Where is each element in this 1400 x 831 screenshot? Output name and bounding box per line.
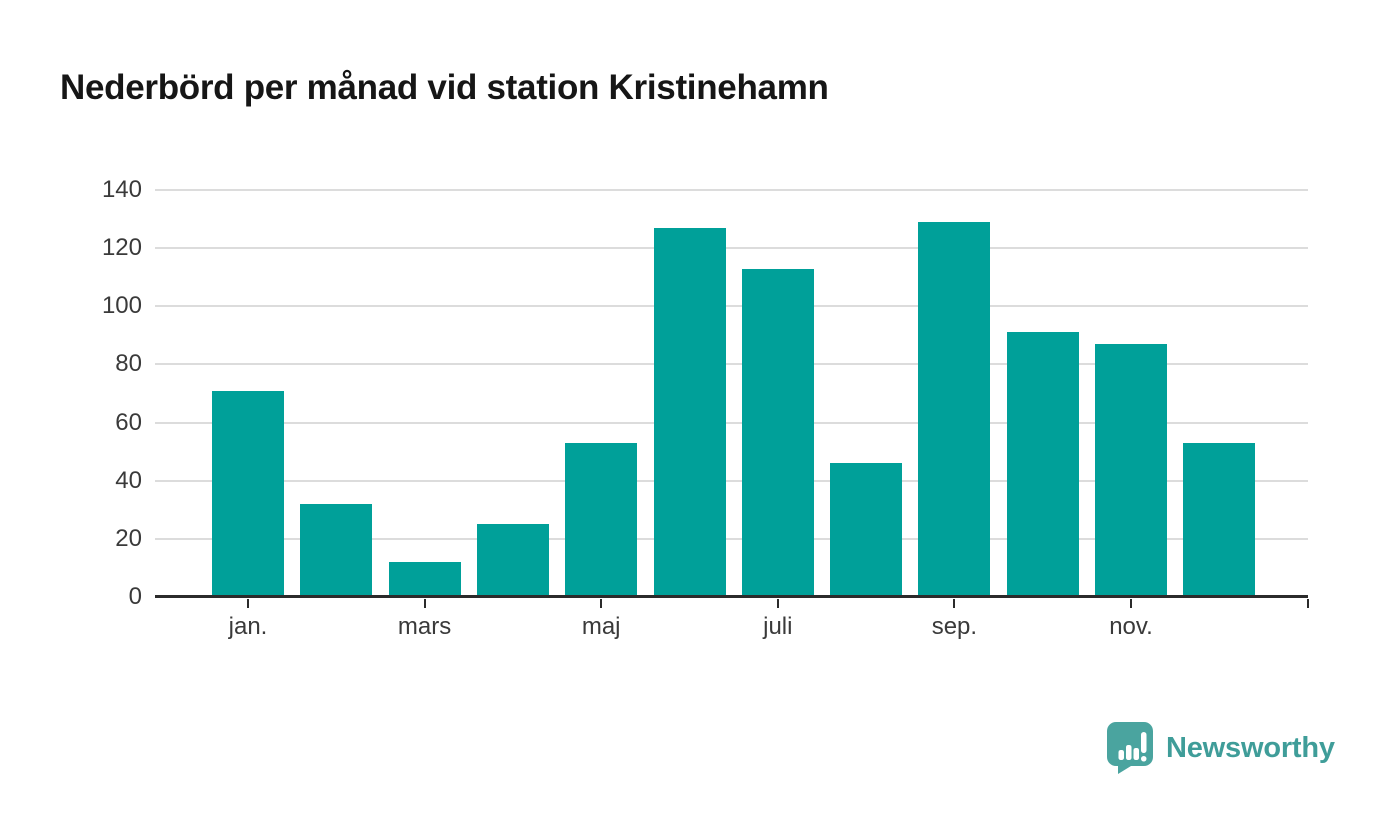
x-tick-jan [247, 599, 249, 608]
gridline-120 [155, 247, 1308, 250]
bar-month-3 [388, 562, 461, 597]
y-axis-label-100: 100 [101, 292, 142, 320]
logo-bar-small [1118, 750, 1124, 760]
gridline-140 [155, 189, 1308, 191]
x-tick-nov [1130, 599, 1132, 608]
x-tick-axis-end [1306, 599, 1309, 608]
bar-month-4 [476, 524, 549, 597]
y-axis-label-140: 140 [101, 176, 142, 203]
x-axis-label-mars: mars [397, 613, 452, 640]
bar-month-11 [1095, 344, 1167, 597]
gridline-80 [155, 363, 1308, 366]
y-axis-label-120: 120 [101, 234, 142, 262]
bar-month-5 [565, 442, 638, 597]
bar-month-7 [741, 268, 814, 597]
y-axis-label-80: 80 [115, 350, 142, 378]
logo-exclamation-bar [1141, 732, 1147, 753]
x-axis-label-sep: sep. [931, 613, 978, 640]
y-axis-label-20: 20 [115, 524, 142, 552]
x-tick-maj [600, 599, 603, 608]
bar-month-2 [300, 503, 373, 597]
x-tick-sep [953, 599, 956, 608]
x-tick-mars [423, 599, 426, 608]
bar-month-9 [918, 221, 991, 597]
bar-month-12 [1183, 442, 1256, 597]
chart-title: Nederbörd per månad vid station Kristine… [60, 68, 829, 107]
bar-month-1 [212, 390, 284, 597]
y-axis-label-40: 40 [115, 466, 142, 494]
plot-area [155, 189, 1309, 608]
bar-month-8 [830, 463, 903, 597]
bar-month-10 [1006, 332, 1079, 597]
gridline-100 [155, 305, 1308, 308]
gridline-20 [155, 537, 1308, 540]
x-axis-label-juli: juli [763, 613, 793, 640]
y-axis-label-60: 60 [115, 408, 142, 436]
newsworthy-logo: Newsworthy [1106, 720, 1335, 776]
x-axis-label-jan: jan. [228, 613, 268, 640]
logo-exclamation-dot [1141, 756, 1147, 762]
bar-month-6 [653, 227, 726, 597]
gridline-40 [155, 479, 1308, 482]
x-axis-line [155, 595, 1308, 598]
logo-bar-tall [1126, 745, 1132, 760]
logo-bar-medium [1133, 748, 1139, 760]
y-axis-label-0: 0 [128, 583, 142, 610]
gridline-60 [155, 421, 1308, 424]
x-axis-label-maj: maj [581, 613, 621, 640]
newsworthy-speech-bubble-chart-icon [1107, 722, 1153, 774]
x-tick-juli [776, 599, 779, 608]
x-axis-label-nov: nov. [1109, 613, 1153, 640]
newsworthy-wordmark: Newsworthy [1166, 731, 1335, 764]
